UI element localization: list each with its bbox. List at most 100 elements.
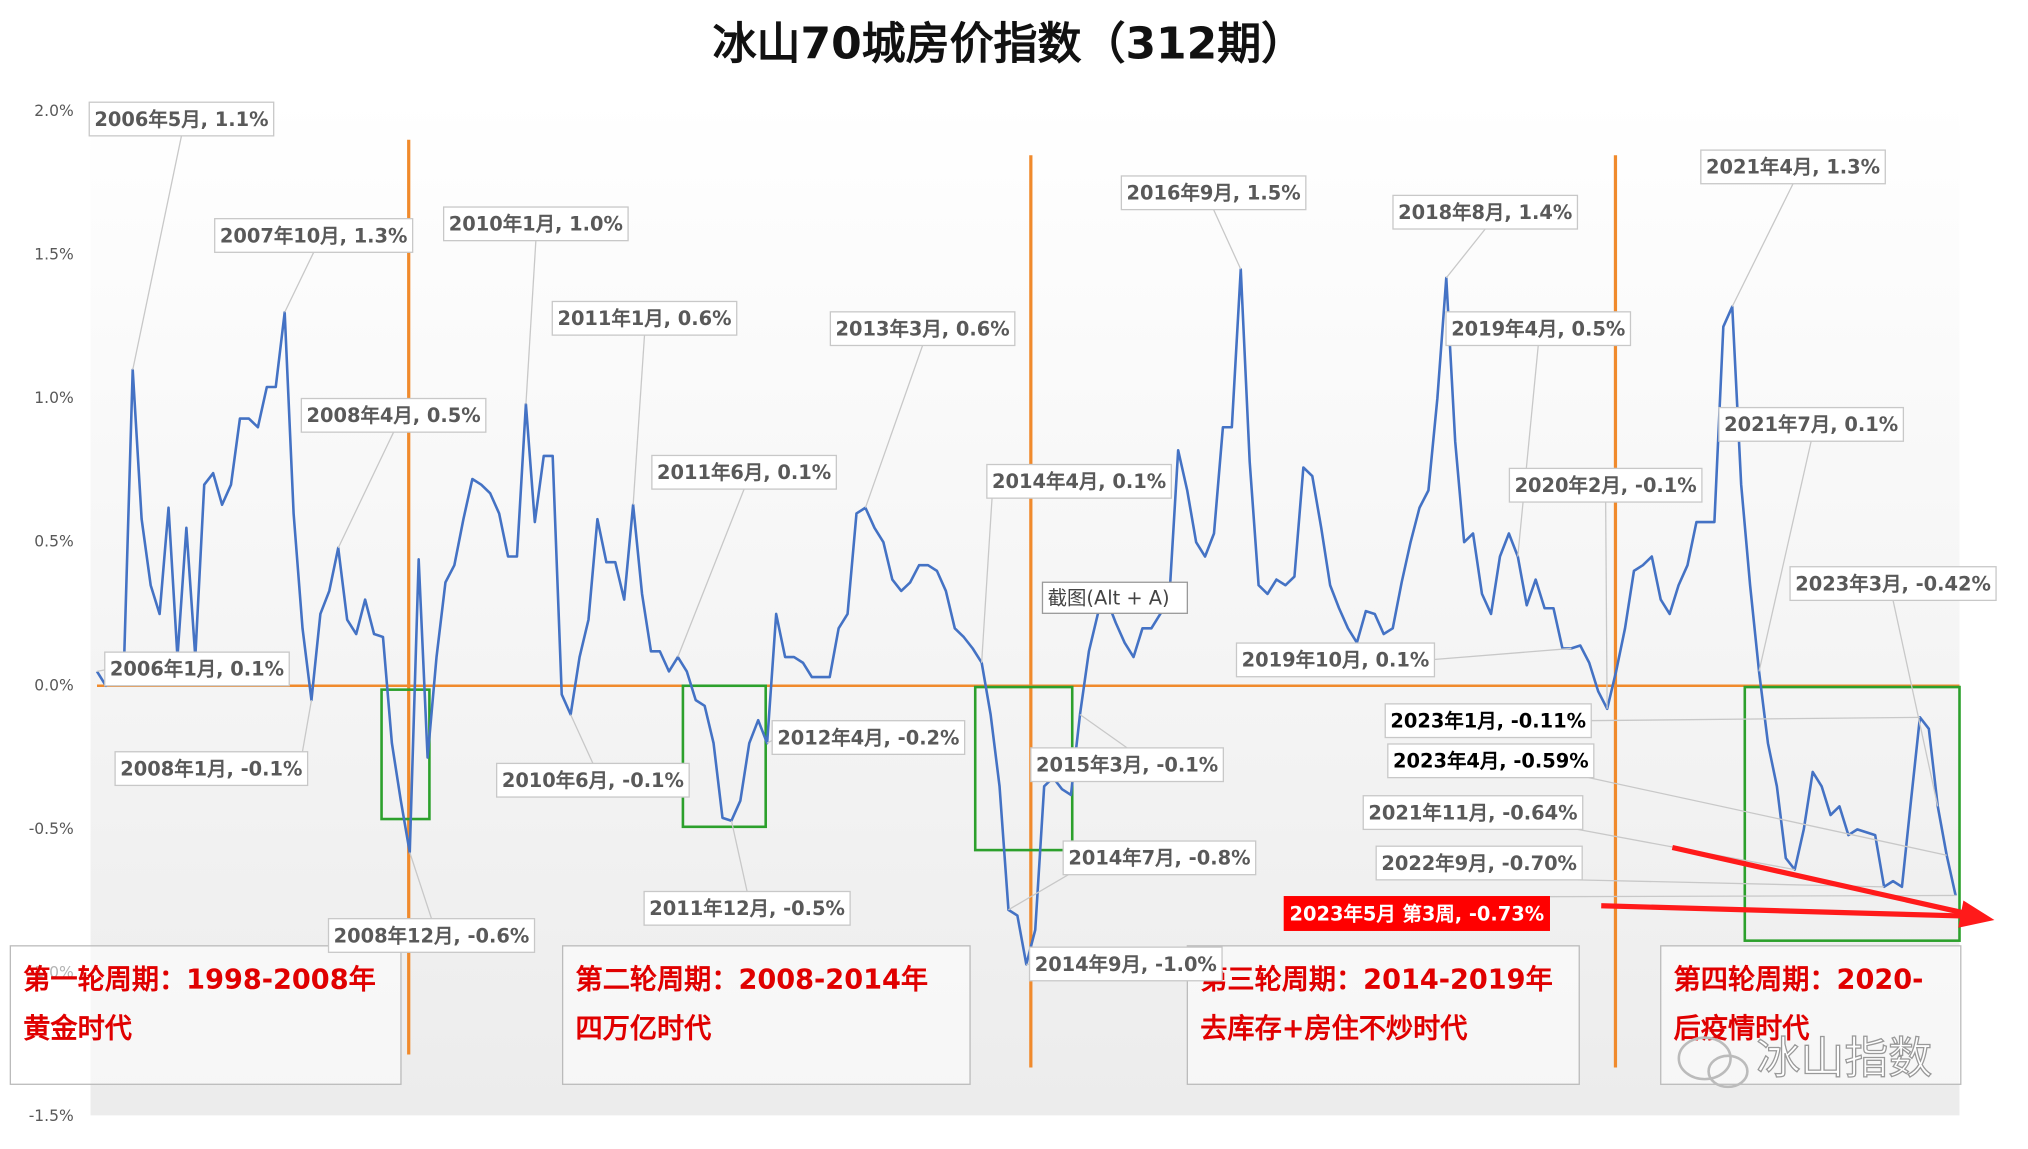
y-tick-label: 2.0% [34, 102, 73, 120]
annotation: 2018年8月, 1.4% [1392, 194, 1579, 279]
annotation-label: 2023年1月, -0.11% [1390, 709, 1586, 732]
annotation-label: 2008年1月, -0.1% [120, 757, 302, 780]
annotation: 2014年9月, -1.0% [1026, 946, 1223, 982]
annotation-leader [864, 345, 924, 508]
cycle-label: 四万亿时代 [576, 1013, 712, 1044]
watermark-bubble [1677, 1036, 1732, 1081]
annotation-leader [632, 335, 646, 505]
cycle-label: 第二轮周期：2008-2014年 [576, 963, 928, 995]
watermark: 冰山指数 [1756, 1033, 1932, 1084]
annotation-box [1700, 149, 1886, 185]
annotation-box [442, 206, 629, 242]
annotation-leader [1758, 441, 1812, 672]
annotation-box [651, 454, 837, 490]
annotation-leader [337, 431, 395, 549]
watermark-bubble [1707, 1054, 1749, 1089]
annotation-label: 2006年1月, 0.1% [110, 658, 284, 681]
annotation: 2022年9月, -0.70% [1375, 845, 1885, 888]
annotation-box [1030, 747, 1224, 783]
annotation-leader [1892, 600, 1939, 807]
annotation-label: 2023年5月 第3周, -0.73% [1290, 902, 1545, 925]
annotation-box [214, 218, 414, 253]
annotation-leader [980, 498, 993, 663]
annotation-leader [1731, 183, 1794, 307]
annotation: 2011年1月, 0.6% [551, 300, 738, 505]
cycle-box [1660, 945, 1962, 1085]
annotation-label: 2008年12月, -0.6% [334, 924, 530, 947]
annotation-box [496, 762, 690, 798]
highlight-box [1743, 685, 1961, 942]
cycle-label: 第一轮周期：1998-2008年 [23, 963, 375, 995]
annotation: 2019年4月, 0.5% [1445, 311, 1632, 557]
annotation-box [1392, 194, 1579, 230]
annotation-label: 2010年6月, -0.1% [502, 769, 684, 792]
watermark-icon [1677, 1036, 1749, 1089]
annotation-leader [730, 820, 748, 892]
annotation: 2011年6月, 0.1% [651, 454, 837, 658]
annotation-label: 2021年7月, 0.1% [1724, 413, 1898, 436]
annotation-box [114, 751, 309, 787]
annotation-box [829, 311, 1016, 347]
annotation-box [551, 300, 738, 336]
annotation: 2010年6月, -0.1% [496, 714, 690, 798]
annotation-leader [1445, 228, 1486, 279]
annotation-box [327, 918, 536, 953]
annotation-label: 2006年5月, 1.1% [94, 108, 268, 131]
annotation-leader [409, 852, 433, 919]
annotation-box [1384, 703, 1592, 739]
annotation-leader [1213, 209, 1242, 270]
annotation: 2014年7月, -0.8% [1008, 840, 1257, 911]
highlight-box [380, 688, 431, 821]
annotation-box [1445, 311, 1632, 347]
chart-title: 冰山70城房价指数（312期） [713, 19, 1306, 70]
annotation-leader [1079, 713, 1128, 749]
annotation-label: 2011年12月, -0.5% [649, 897, 845, 920]
y-tick-label: -1.5% [29, 1107, 74, 1125]
annotation: 2014年4月, 0.1% [980, 463, 1172, 663]
annotation-leader [284, 252, 315, 313]
annotation: 2019年10月, 0.1% [1235, 642, 1572, 678]
annotation-label: 2021年4月, 1.3% [1706, 156, 1880, 179]
annotation-box [771, 720, 966, 755]
annotation-label: 2013年3月, 0.6% [836, 317, 1010, 340]
cycle-label: 黄金时代 [23, 1012, 132, 1044]
annotation-box [1789, 566, 1997, 602]
annotation: 2021年4月, 1.3% [1700, 149, 1886, 307]
annotation-leader [525, 240, 537, 405]
annotation-label: 2019年4月, 0.5% [1451, 317, 1625, 340]
annotation: 2016年9月, 1.5% [1120, 175, 1307, 270]
annotation-box [1120, 175, 1307, 211]
annotation-label: 2020年2月, -0.1% [1515, 474, 1697, 497]
annotation-label: 2014年4月, 0.1% [992, 470, 1166, 493]
y-tick-label: -0.5% [29, 820, 74, 838]
annotation-box [1362, 795, 1584, 831]
annotation-label: 2010年1月, 1.0% [449, 213, 623, 236]
annotation-leader [677, 488, 745, 658]
annotation-label: 2015年3月, -0.1% [1036, 753, 1218, 776]
annotation-label: 2014年7月, -0.8% [1068, 847, 1250, 870]
highlight-box [681, 684, 767, 829]
annotation-box [1235, 642, 1436, 678]
trend-arrow [1671, 844, 1974, 918]
y-tick-label: 0.0% [34, 676, 73, 694]
annotation: 2023年3月, -0.42% [1789, 566, 1997, 807]
annotation: 2008年1月, -0.1% [114, 700, 313, 787]
annotation-label: 2008年4月, 0.5% [307, 404, 481, 427]
annotation-label: 2011年6月, 0.1% [657, 461, 831, 484]
annotation-label: 2012年4月, -0.2% [777, 726, 959, 749]
annotation: 2008年4月, 0.5% [300, 397, 487, 549]
annotation: 2012年4月, -0.2% [766, 720, 966, 755]
plot-root: 冰山70城房价指数（312期） 2.0% 1.5% 1.0% 0.5% 0.0% -0.5… [9, 19, 1997, 1125]
cycle-box [9, 945, 402, 1085]
y-tick-label: 0.5% [34, 533, 73, 551]
annotation-label: 2011年1月, 0.6% [557, 307, 731, 330]
cycle-label: 第四轮周期：2020- [1674, 963, 1924, 995]
annotation: 2023年5月 第3周, -0.73% [1283, 894, 1956, 931]
annotation-box [1283, 896, 1550, 931]
annotation: 2006年1月, 0.1% [96, 651, 290, 687]
annotation-label: 2019年10月, 0.1% [1242, 649, 1430, 672]
annotation: 2023年1月, -0.11% [1384, 703, 1920, 739]
annotation-label: 2022年9月, -0.70% [1381, 852, 1577, 875]
annotation-label: 2023年4月, -0.59% [1393, 750, 1589, 773]
annotation: 2007年10月, 1.3% [214, 218, 414, 313]
